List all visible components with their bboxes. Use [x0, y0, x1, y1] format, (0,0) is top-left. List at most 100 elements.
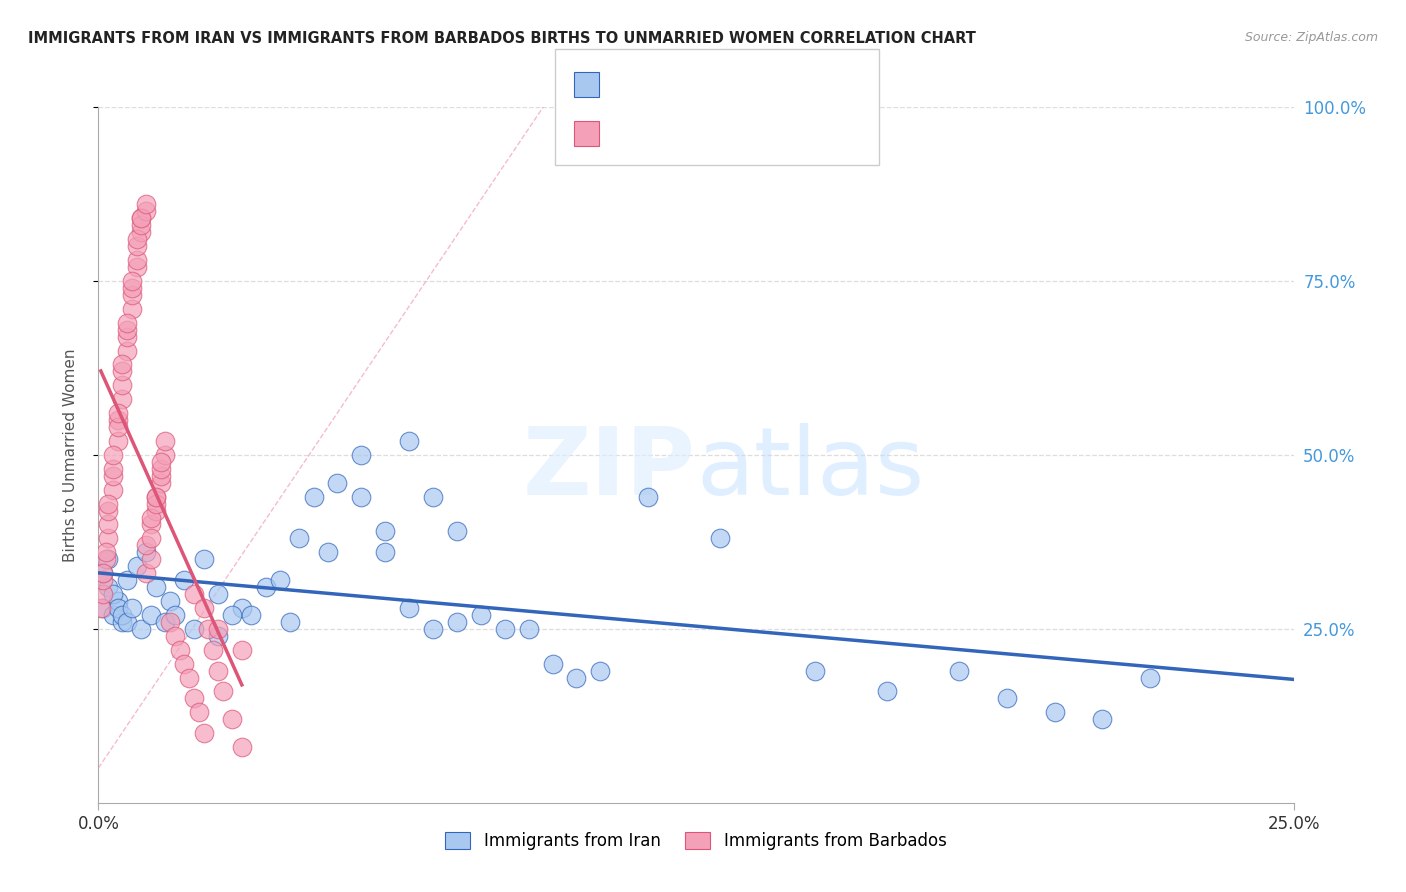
Point [121, 281, 143, 295]
Point [202, 642, 225, 657]
Text: Source: ZipAtlas.com: Source: ZipAtlas.com [1244, 31, 1378, 45]
Point [97, 552, 120, 566]
Point [350, 448, 373, 462]
Point [193, 552, 215, 566]
Point [221, 712, 243, 726]
Point [135, 545, 157, 559]
Point [131, 622, 153, 636]
Point [107, 434, 129, 448]
Text: R =: R = [607, 74, 647, 92]
Point [240, 607, 263, 622]
Point [131, 225, 153, 239]
Point [231, 601, 253, 615]
Point [302, 490, 325, 504]
Point [155, 434, 177, 448]
Point [374, 545, 396, 559]
Text: R =: R = [607, 124, 647, 142]
Point [149, 468, 172, 483]
Point [470, 607, 492, 622]
Text: 0.227: 0.227 [647, 124, 703, 142]
Point [91, 587, 114, 601]
Point [91, 566, 114, 581]
Point [183, 587, 205, 601]
Text: IMMIGRANTS FROM IRAN VS IMMIGRANTS FROM BARBADOS BIRTHS TO UNMARRIED WOMEN CORRE: IMMIGRANTS FROM IRAN VS IMMIGRANTS FROM … [28, 31, 976, 46]
Point [135, 197, 157, 211]
Point [207, 664, 229, 678]
Point [197, 622, 219, 636]
Point [94, 545, 117, 559]
Point [422, 622, 444, 636]
Point [1139, 671, 1161, 685]
Point [149, 462, 172, 476]
Point [254, 580, 277, 594]
Point [125, 559, 148, 574]
Point [804, 664, 827, 678]
Point [517, 622, 540, 636]
Point [326, 475, 349, 490]
Point [107, 420, 129, 434]
Text: -0.188: -0.188 [647, 74, 711, 92]
Text: atlas: atlas [696, 423, 924, 515]
Point [107, 601, 129, 615]
Point [149, 475, 172, 490]
Point [145, 580, 167, 594]
Point [1043, 706, 1066, 720]
Point [149, 455, 172, 469]
Point [398, 434, 420, 448]
Point [131, 211, 153, 226]
Point [97, 517, 120, 532]
Point [169, 642, 191, 657]
Point [90, 601, 112, 615]
Point [139, 607, 162, 622]
Text: N =: N = [717, 124, 769, 142]
Point [231, 642, 253, 657]
Point [125, 260, 148, 274]
Point [111, 615, 134, 629]
Point [350, 490, 373, 504]
Point [115, 329, 138, 343]
Point [101, 483, 124, 497]
Point [446, 615, 468, 629]
Point [135, 566, 157, 581]
Point [97, 503, 120, 517]
Point [155, 448, 177, 462]
Point [139, 510, 162, 524]
Point [494, 622, 516, 636]
Point [111, 358, 134, 372]
Text: 74: 74 [765, 124, 790, 142]
Point [709, 532, 731, 546]
Point [231, 740, 253, 755]
Point [179, 671, 201, 685]
Point [288, 532, 311, 546]
Point [121, 301, 143, 316]
Point [193, 601, 215, 615]
Point [995, 691, 1018, 706]
Point [115, 316, 138, 330]
Point [101, 607, 124, 622]
Point [398, 601, 420, 615]
Point [111, 378, 134, 392]
Point [565, 671, 588, 685]
Point [107, 413, 129, 427]
Point [121, 274, 143, 288]
Point [101, 462, 124, 476]
Point [316, 545, 339, 559]
Point [111, 392, 134, 407]
Point [91, 566, 114, 581]
Point [107, 406, 129, 420]
Point [97, 497, 120, 511]
Point [183, 691, 205, 706]
Point [125, 232, 148, 246]
Point [101, 587, 124, 601]
Point [115, 573, 138, 587]
Text: ZIP: ZIP [523, 423, 696, 515]
Text: N =: N = [717, 74, 769, 92]
Point [115, 343, 138, 358]
Point [163, 629, 186, 643]
Y-axis label: Births to Unmarried Women: Births to Unmarried Women [63, 348, 77, 562]
Point [422, 490, 444, 504]
Point [269, 573, 291, 587]
Point [115, 323, 138, 337]
Point [207, 622, 229, 636]
Point [139, 552, 162, 566]
